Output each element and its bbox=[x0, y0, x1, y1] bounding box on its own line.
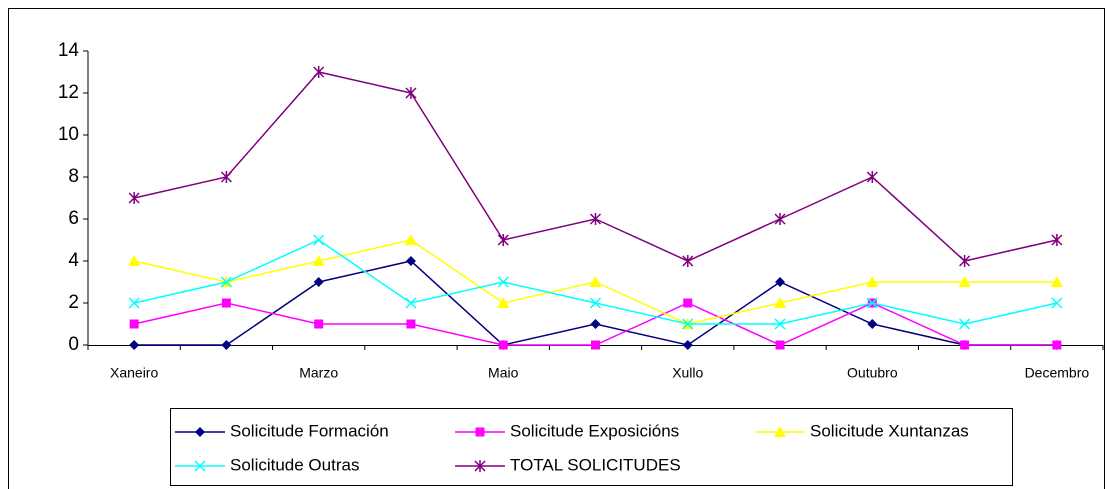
x-tick-label: Outubro bbox=[847, 365, 898, 381]
x-tick-label: Xaneiro bbox=[110, 365, 158, 381]
data-point bbox=[221, 340, 232, 350]
data-point bbox=[959, 255, 971, 267]
legend-marker bbox=[475, 427, 485, 437]
data-point bbox=[682, 255, 694, 267]
data-point bbox=[405, 297, 417, 309]
data-point bbox=[866, 276, 879, 287]
data-point bbox=[498, 340, 508, 350]
y-tick-label: 10 bbox=[58, 124, 79, 145]
x-tick-label: Xullo bbox=[672, 365, 703, 381]
data-point bbox=[774, 213, 786, 225]
data-point bbox=[497, 276, 509, 288]
data-point bbox=[221, 298, 231, 308]
x-tick-label: Marzo bbox=[299, 365, 338, 381]
data-point bbox=[959, 318, 971, 330]
legend-marker bbox=[194, 460, 206, 472]
data-point bbox=[589, 276, 602, 287]
data-point bbox=[590, 319, 601, 329]
data-point bbox=[405, 87, 417, 99]
data-point bbox=[867, 319, 878, 329]
data-point bbox=[313, 277, 324, 287]
y-tick-label: 6 bbox=[68, 208, 79, 229]
data-point bbox=[589, 213, 602, 225]
data-point bbox=[405, 256, 416, 266]
x-tick-label: Maio bbox=[488, 365, 519, 381]
legend-label: Solicitude Xuntanzas bbox=[810, 421, 969, 440]
data-point bbox=[1051, 234, 1063, 246]
data-point bbox=[128, 255, 141, 266]
data-point bbox=[682, 318, 694, 330]
data-point bbox=[406, 319, 416, 329]
data-point bbox=[1051, 297, 1063, 309]
data-point bbox=[683, 298, 693, 308]
data-point bbox=[313, 66, 325, 78]
data-point bbox=[312, 255, 325, 266]
legend-marker bbox=[774, 426, 786, 437]
series-line bbox=[133, 71, 1058, 262]
chart-border bbox=[8, 8, 1105, 489]
data-point bbox=[774, 318, 786, 330]
legend-label: TOTAL SOLICITUDES bbox=[510, 455, 681, 474]
legend-marker bbox=[195, 427, 205, 437]
data-point bbox=[128, 297, 140, 309]
legend-label: Solicitude Exposicións bbox=[510, 421, 679, 440]
legend-label: Solicitude Outras bbox=[230, 455, 359, 474]
y-tick-label: 0 bbox=[68, 334, 79, 355]
y-tick-label: 2 bbox=[68, 292, 79, 313]
data-point bbox=[128, 192, 140, 204]
legend-box bbox=[170, 408, 1013, 486]
data-point bbox=[775, 340, 785, 350]
y-tick-label: 4 bbox=[68, 250, 79, 271]
data-point bbox=[497, 297, 510, 308]
data-point bbox=[589, 297, 602, 309]
x-tick-label: Decembro bbox=[1025, 365, 1090, 381]
data-point bbox=[1050, 276, 1063, 287]
data-point bbox=[774, 297, 787, 308]
data-point bbox=[129, 319, 139, 329]
legend-label: Solicitude Formación bbox=[230, 421, 389, 440]
data-point bbox=[775, 277, 786, 287]
y-tick-label: 12 bbox=[58, 82, 79, 103]
data-point bbox=[866, 297, 878, 309]
data-point bbox=[314, 319, 324, 329]
data-point bbox=[220, 276, 232, 288]
y-tick-label: 14 bbox=[58, 40, 80, 61]
data-point bbox=[958, 276, 971, 287]
data-point bbox=[129, 340, 140, 350]
data-point bbox=[960, 340, 970, 350]
legend-marker bbox=[474, 460, 486, 472]
data-point bbox=[591, 340, 600, 350]
data-point bbox=[313, 234, 325, 246]
data-point bbox=[866, 171, 878, 183]
data-point bbox=[404, 234, 417, 245]
data-point bbox=[1052, 340, 1062, 350]
data-point bbox=[682, 340, 693, 350]
data-point bbox=[220, 171, 232, 183]
y-tick-label: 8 bbox=[68, 166, 79, 187]
data-point bbox=[497, 234, 509, 246]
